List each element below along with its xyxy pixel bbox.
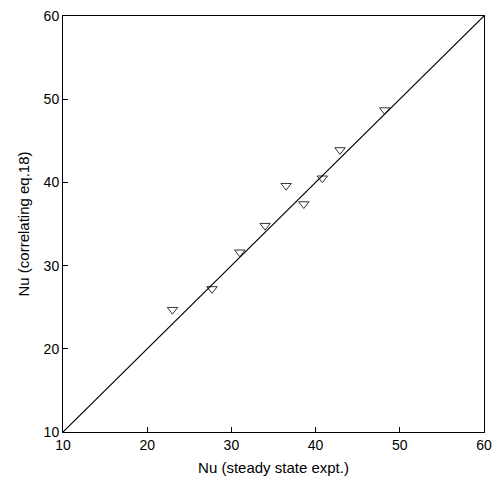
svg-text:60: 60: [476, 437, 492, 453]
svg-text:60: 60: [44, 8, 60, 24]
svg-text:30: 30: [224, 437, 240, 453]
svg-text:20: 20: [139, 437, 155, 453]
svg-text:10: 10: [55, 437, 71, 453]
svg-text:40: 40: [308, 437, 324, 453]
svg-text:50: 50: [392, 437, 408, 453]
svg-text:Nu (steady state expt.): Nu (steady state expt.): [198, 459, 349, 476]
svg-text:20: 20: [44, 341, 60, 357]
svg-text:30: 30: [44, 258, 60, 274]
svg-text:10: 10: [44, 424, 60, 440]
svg-text:Nu (correlating eq.18): Nu (correlating eq.18): [15, 151, 32, 296]
svg-text:50: 50: [44, 91, 60, 107]
svg-text:40: 40: [44, 174, 60, 190]
